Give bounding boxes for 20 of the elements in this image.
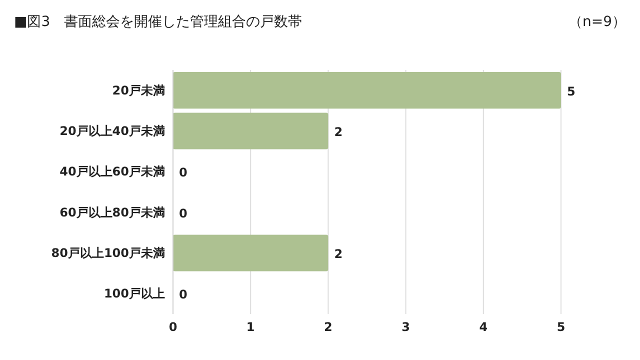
data-label: 0 (179, 206, 188, 220)
y-tick-label: 20戸未満 (112, 83, 165, 98)
text: （n=9） (568, 14, 626, 30)
x-tick-label: 5 (556, 320, 566, 334)
x-tick-label: 1 (246, 320, 255, 334)
x-tick-label: 3 (402, 320, 410, 334)
x-tick-label: 2 (324, 320, 332, 334)
chart-title: ■図3 書面総会を開催した管理組合の戸数帯 (14, 14, 302, 30)
data-label: 5 (567, 84, 576, 98)
data-label: 2 (334, 247, 343, 261)
x-tick-label: 0 (168, 320, 178, 334)
data-label: 0 (179, 166, 188, 180)
y-tick-label: 40戸以上60戸未満 (60, 164, 165, 179)
x-tick-label: 4 (479, 320, 488, 334)
y-tick-label: 60戸以上80戸未満 (60, 205, 165, 220)
y-tick-label: 80戸以上100戸未満 (51, 246, 165, 260)
y-tick-label: 100戸以上 (104, 286, 165, 301)
y-tick-label: 20戸以上40戸未満 (60, 124, 165, 138)
data-label: 2 (334, 125, 343, 139)
data-label: 0 (179, 288, 188, 302)
